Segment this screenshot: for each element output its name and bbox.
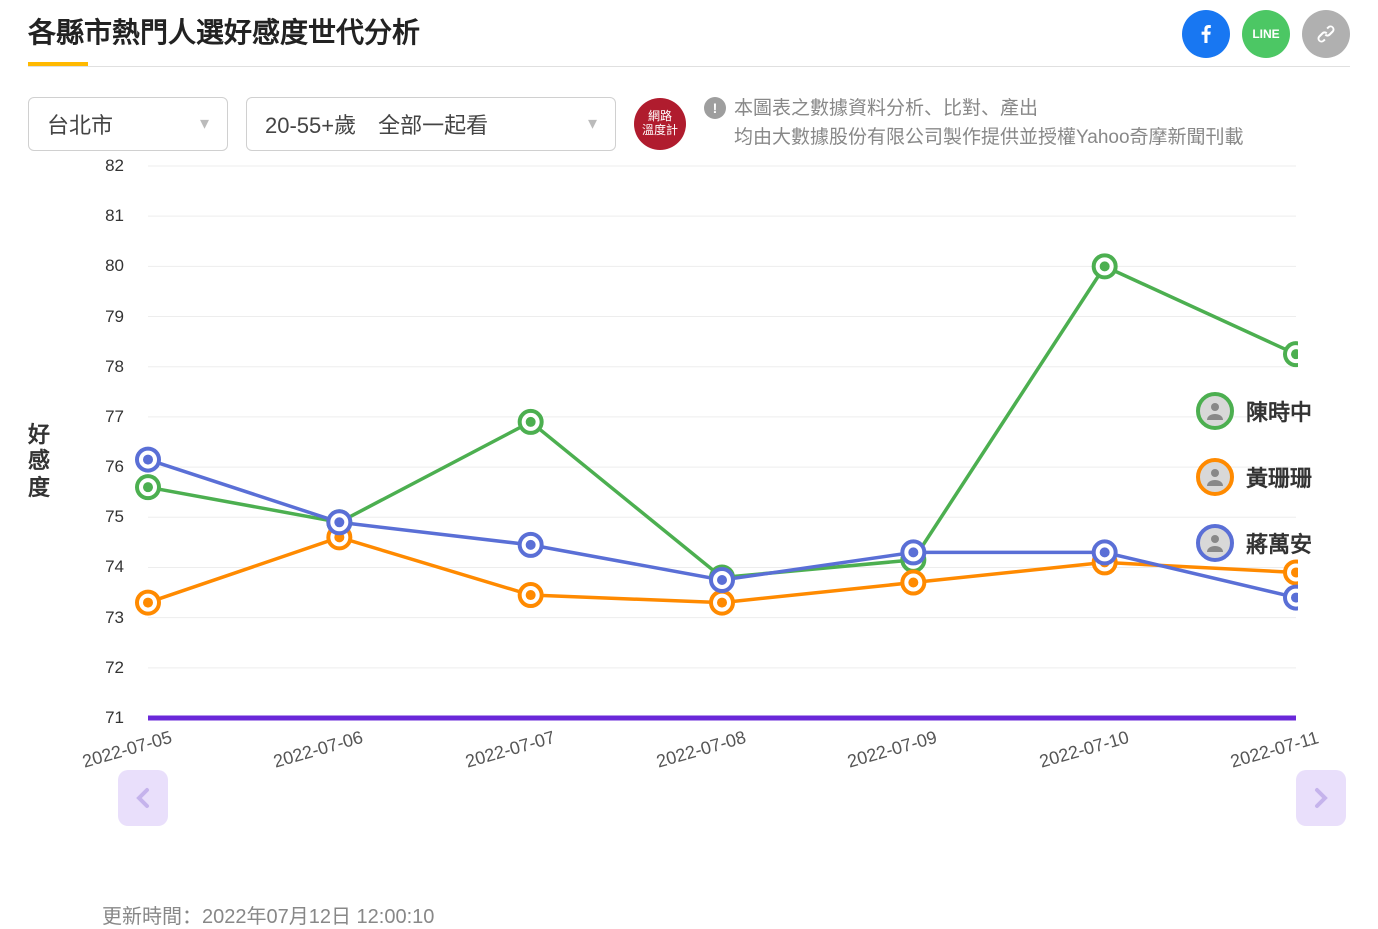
update-timestamp: 更新時間：2022年07月12日 12:00:10 — [102, 900, 1350, 929]
city-dropdown-label: 台北市 — [47, 108, 113, 140]
line-chart — [98, 162, 1298, 722]
avatar-icon — [1196, 392, 1234, 430]
line-icon: LINE — [1252, 27, 1279, 41]
chevron-down-icon: ▾ — [588, 113, 597, 134]
facebook-icon — [1194, 22, 1218, 46]
legend-label: 陳時中 — [1246, 395, 1312, 427]
legend-item[interactable]: 黃珊珊 — [1196, 458, 1312, 496]
chevron-down-icon: ▾ — [200, 113, 209, 134]
x-tick-label: 2022-07-10 — [1037, 727, 1131, 773]
chart-area: 好感度 717273747576777879808182 2022-07-052… — [28, 162, 1350, 832]
y-tick-label: 73 — [84, 608, 124, 628]
avatar-icon — [1196, 524, 1234, 562]
x-tick-label: 2022-07-07 — [463, 727, 557, 773]
chevron-right-icon — [1311, 786, 1331, 810]
y-tick-label: 72 — [84, 658, 124, 678]
disclaimer-text: ! 本圖表之數據資料分析、比對、產出 均由大數據股份有限公司製作提供並授權Yah… — [704, 95, 1244, 152]
age-dropdown[interactable]: 20-55+歲 全部一起看 ▾ — [246, 97, 616, 151]
share-line-button[interactable]: LINE — [1242, 10, 1290, 58]
y-tick-label: 81 — [84, 206, 124, 226]
y-axis-label: 好感度 — [28, 422, 50, 501]
y-tick-label: 76 — [84, 457, 124, 477]
y-tick-label: 74 — [84, 557, 124, 577]
y-tick-label: 75 — [84, 507, 124, 527]
x-tick-label: 2022-07-05 — [80, 727, 174, 773]
share-facebook-button[interactable] — [1182, 10, 1230, 58]
page-title: 各縣市熱門人選好感度世代分析 — [28, 11, 420, 57]
legend-label: 黃珊珊 — [1246, 461, 1312, 493]
legend-item[interactable]: 蔣萬安 — [1196, 524, 1312, 562]
y-tick-label: 77 — [84, 407, 124, 427]
legend-item[interactable]: 陳時中 — [1196, 392, 1312, 430]
age-dropdown-label: 20-55+歲 全部一起看 — [265, 108, 488, 140]
y-tick-label: 80 — [84, 256, 124, 276]
prev-page-button[interactable] — [118, 770, 168, 826]
city-dropdown[interactable]: 台北市 ▾ — [28, 97, 228, 151]
info-icon: ! — [704, 97, 726, 119]
x-tick-label: 2022-07-11 — [1228, 727, 1321, 772]
y-tick-label: 78 — [84, 357, 124, 377]
source-badge: 網路 溫度計 — [634, 98, 686, 150]
x-tick-label: 2022-07-06 — [271, 727, 365, 773]
legend-label: 蔣萬安 — [1246, 527, 1312, 559]
share-link-button[interactable] — [1302, 10, 1350, 58]
y-tick-label: 82 — [84, 156, 124, 176]
share-buttons: LINE — [1182, 10, 1350, 58]
x-tick-label: 2022-07-08 — [654, 727, 748, 773]
avatar-icon — [1196, 458, 1234, 496]
y-tick-label: 79 — [84, 307, 124, 327]
link-icon — [1314, 22, 1338, 46]
y-tick-label: 71 — [84, 708, 124, 728]
next-page-button[interactable] — [1296, 770, 1346, 826]
chevron-left-icon — [133, 786, 153, 810]
x-tick-label: 2022-07-09 — [845, 727, 939, 773]
